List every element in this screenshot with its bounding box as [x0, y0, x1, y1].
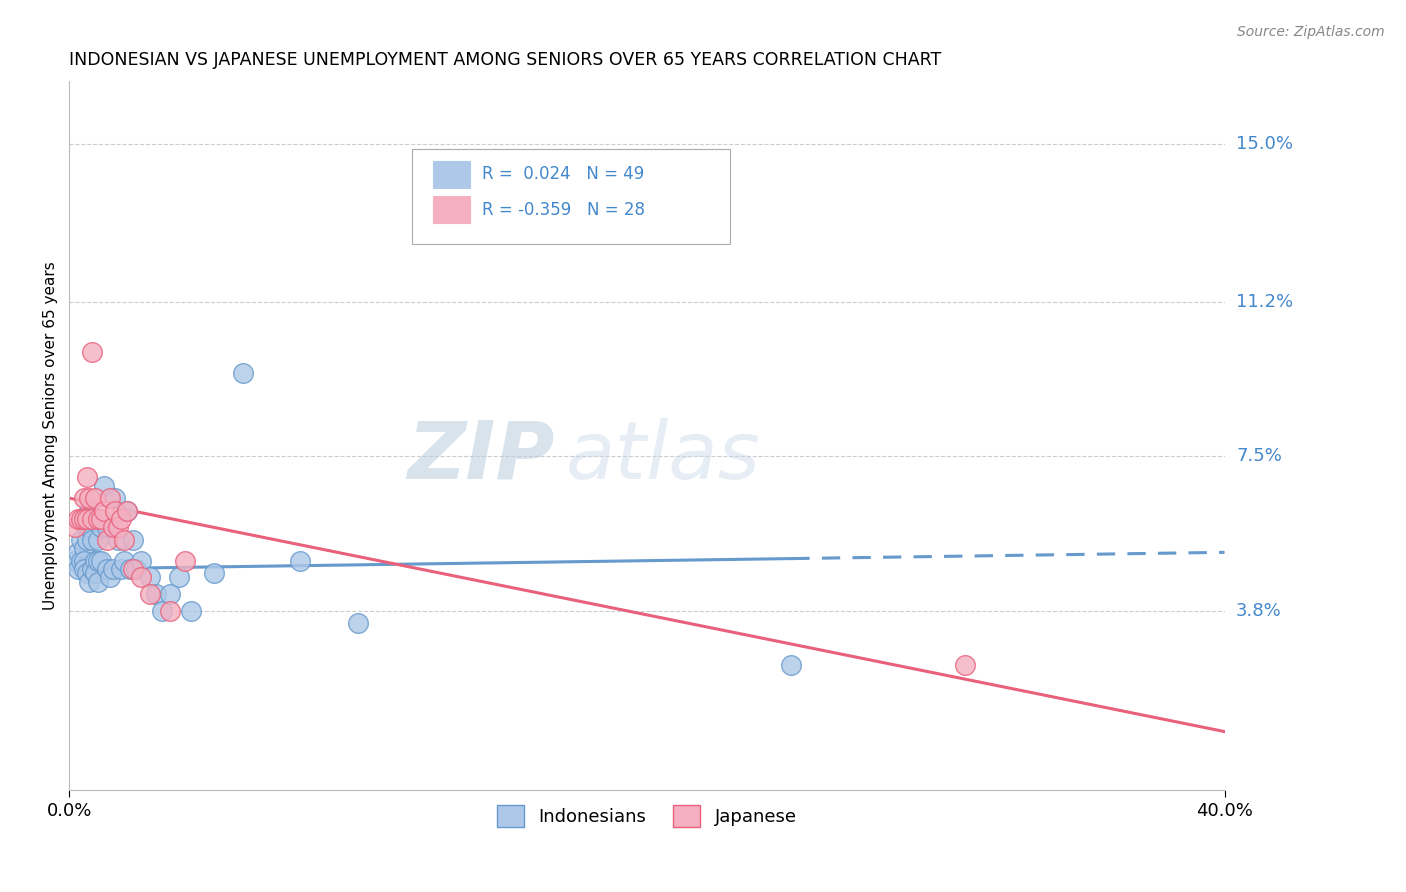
Point [87, 574, 110, 589]
Point [84, 491, 107, 505]
Point [76, 566, 98, 581]
Point [63, 520, 86, 534]
Point [82, 512, 104, 526]
Point [73, 491, 96, 505]
Point [112, 533, 135, 547]
Text: 7.5%: 7.5% [1236, 448, 1282, 466]
Point [87, 533, 110, 547]
Point [202, 566, 225, 581]
Text: INDONESIAN VS JAPANESE UNEMPLOYMENT AMONG SENIORS OVER 65 YEARS CORRELATION CHAR: INDONESIAN VS JAPANESE UNEMPLOYMENT AMON… [69, 51, 942, 69]
Point [131, 570, 153, 584]
Point [93, 478, 115, 492]
Point [110, 562, 132, 576]
Point [290, 554, 312, 568]
Point [115, 503, 138, 517]
Point [96, 520, 118, 534]
Point [150, 604, 173, 618]
Text: 3.8%: 3.8% [1236, 602, 1282, 620]
Point [84, 566, 107, 581]
Point [69, 554, 91, 568]
Point [63, 554, 86, 568]
FancyBboxPatch shape [412, 149, 730, 244]
Point [84, 554, 107, 568]
Point [121, 533, 143, 547]
Text: Source: ZipAtlas.com: Source: ZipAtlas.com [1237, 25, 1385, 39]
Point [76, 470, 98, 484]
Point [107, 520, 129, 534]
Point [73, 512, 96, 526]
Text: R =  0.024   N = 49: R = 0.024 N = 49 [482, 165, 644, 183]
Point [87, 554, 110, 568]
Point [145, 587, 167, 601]
Point [110, 512, 132, 526]
Point [159, 604, 181, 618]
Text: atlas: atlas [567, 417, 761, 496]
Point [98, 491, 121, 505]
Point [73, 554, 96, 568]
Point [104, 491, 127, 505]
Point [131, 554, 153, 568]
Point [79, 574, 101, 589]
Point [173, 554, 195, 568]
Point [66, 512, 89, 526]
Point [124, 562, 146, 576]
Point [347, 616, 370, 631]
Point [118, 562, 141, 576]
Text: R = -0.359   N = 28: R = -0.359 N = 28 [482, 201, 645, 219]
Point [82, 512, 104, 526]
Point [76, 520, 98, 534]
Point [101, 520, 124, 534]
Point [90, 520, 112, 534]
Point [104, 503, 127, 517]
Point [167, 570, 190, 584]
Point [82, 533, 104, 547]
Point [231, 366, 253, 380]
Point [112, 554, 135, 568]
Point [79, 520, 101, 534]
Point [107, 533, 129, 547]
Point [98, 570, 121, 584]
Point [73, 562, 96, 576]
Point [82, 562, 104, 576]
Point [69, 512, 91, 526]
Point [93, 503, 115, 517]
Point [159, 587, 181, 601]
Point [139, 587, 162, 601]
Text: 11.2%: 11.2% [1236, 293, 1294, 311]
Bar [433, 161, 470, 187]
Point [780, 657, 803, 672]
Point [76, 512, 98, 526]
Bar [433, 196, 470, 223]
Point [180, 604, 202, 618]
Point [139, 570, 162, 584]
Point [96, 533, 118, 547]
Point [82, 345, 104, 359]
Point [90, 554, 112, 568]
Point [73, 541, 96, 556]
Point [90, 512, 112, 526]
Point [79, 491, 101, 505]
Point [76, 533, 98, 547]
Point [79, 503, 101, 517]
Point [66, 562, 89, 576]
Point [121, 562, 143, 576]
Point [115, 503, 138, 517]
Point [953, 657, 976, 672]
Text: ZIP: ZIP [408, 417, 554, 496]
Point [87, 512, 110, 526]
Legend: Indonesians, Japanese: Indonesians, Japanese [489, 797, 804, 834]
Point [96, 562, 118, 576]
Y-axis label: Unemployment Among Seniors over 65 years: Unemployment Among Seniors over 65 years [44, 261, 58, 610]
Point [69, 533, 91, 547]
Point [101, 562, 124, 576]
Text: 15.0%: 15.0% [1236, 135, 1294, 153]
Point [66, 545, 89, 559]
